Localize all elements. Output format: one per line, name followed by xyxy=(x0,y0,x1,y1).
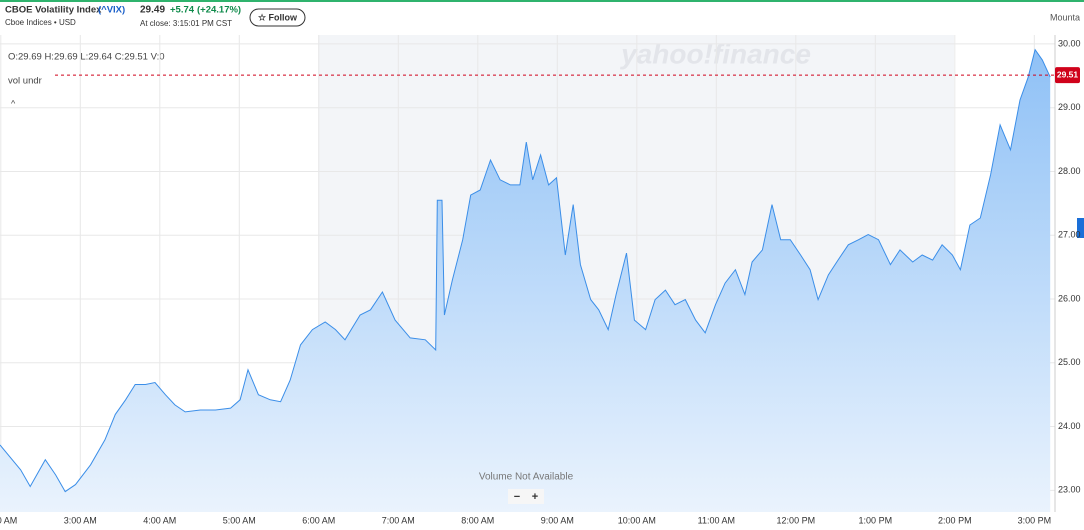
timezone[interactable]: Mounta xyxy=(1050,12,1080,22)
collapse-caret[interactable]: ^ xyxy=(11,98,16,108)
indicator[interactable]: vol undr xyxy=(8,76,42,87)
x-tick-label: 2:00 AM xyxy=(0,515,17,525)
side-tab[interactable] xyxy=(1077,218,1084,238)
x-tick-label: 11:00 AM xyxy=(698,515,735,525)
change: +5.74 xyxy=(170,5,195,16)
symbol[interactable]: (^VIX) xyxy=(98,5,125,16)
zoom-in[interactable]: + xyxy=(532,491,538,503)
ohlc: O:29.69 H:29.69 L:29.64 C:29.51 V:0 xyxy=(8,52,165,63)
y-tick-label: 25.00 xyxy=(1058,357,1081,367)
x-tick-label: 2:00 PM xyxy=(938,515,972,525)
y-tick-label: 30.00 xyxy=(1058,38,1081,48)
area-fill xyxy=(0,49,1051,512)
y-tick-label: 24.00 xyxy=(1058,421,1081,431)
x-tick-label: 10:00 AM xyxy=(618,515,656,525)
price: 29.49 xyxy=(140,5,165,16)
x-tick-label: 1:00 PM xyxy=(859,515,893,525)
exchange: Cboe Indices • USD xyxy=(5,18,76,27)
watermark: yahoo!finance xyxy=(619,38,811,69)
x-tick-label: 5:00 AM xyxy=(223,515,256,525)
last-price-badge xyxy=(1055,67,1080,84)
x-tick-label: 3:00 PM xyxy=(1018,515,1052,525)
y-tick-label: 27.00 xyxy=(1058,230,1081,240)
change-pct: (+24.17%) xyxy=(197,5,241,16)
follow-button[interactable] xyxy=(249,8,306,27)
x-tick-label: 7:00 AM xyxy=(382,515,415,525)
last-price-label: 29.51 xyxy=(1057,69,1079,79)
close-time: At close: 3:15:01 PM CST xyxy=(140,19,232,28)
y-tick-label: 29.00 xyxy=(1058,102,1081,112)
y-tick-label: 28.00 xyxy=(1058,166,1081,176)
zoom-box xyxy=(508,489,544,504)
x-tick-label: 4:00 AM xyxy=(143,515,176,525)
follow-label[interactable]: ☆ Follow xyxy=(258,12,298,22)
zoom-out[interactable]: − xyxy=(514,491,520,503)
price-line xyxy=(0,48,1051,493)
y-tick-label: 23.00 xyxy=(1058,485,1081,495)
x-tick-label: 8:00 AM xyxy=(461,515,494,525)
x-tick-label: 9:00 AM xyxy=(541,515,574,525)
volume-note: Volume Not Available xyxy=(479,472,574,483)
title: CBOE Volatility Index xyxy=(5,5,102,16)
x-tick-label: 12:00 PM xyxy=(777,515,816,525)
y-tick-label: 26.00 xyxy=(1058,293,1081,303)
x-tick-label: 3:00 AM xyxy=(64,515,97,525)
x-tick-label: 6:00 AM xyxy=(302,515,335,525)
top-bar xyxy=(0,0,1084,2)
